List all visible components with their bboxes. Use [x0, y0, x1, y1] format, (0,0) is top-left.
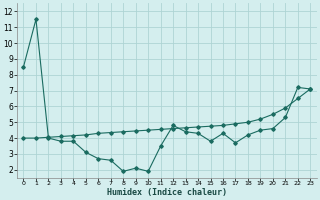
X-axis label: Humidex (Indice chaleur): Humidex (Indice chaleur): [107, 188, 227, 197]
